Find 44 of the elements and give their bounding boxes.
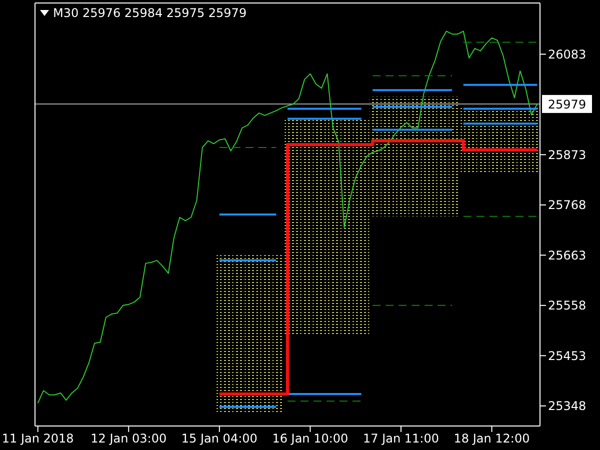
ref-line-label: 25979 xyxy=(548,97,586,112)
bar xyxy=(381,96,386,216)
bar xyxy=(438,96,443,216)
bar xyxy=(392,96,398,216)
bar xyxy=(398,96,404,216)
x-tick-label: 17 Jan 11:00 xyxy=(362,432,439,446)
bar xyxy=(432,96,438,216)
bar xyxy=(273,255,278,414)
x-tick-label: 12 Jan 03:00 xyxy=(90,432,167,446)
bar xyxy=(454,96,460,216)
bar xyxy=(375,96,381,216)
bar xyxy=(234,255,239,414)
x-tick-label: 11 Jan 2018 xyxy=(2,432,74,446)
y-tick-label: 25768 xyxy=(548,198,586,212)
bar xyxy=(244,255,250,414)
bar xyxy=(420,96,426,216)
line-series xyxy=(37,30,538,404)
bar xyxy=(444,96,449,216)
bar xyxy=(404,96,409,216)
bar xyxy=(222,255,228,414)
bar xyxy=(278,255,284,414)
x-tick-label: 16 Jan 10:00 xyxy=(272,432,348,446)
bar xyxy=(262,255,268,414)
bar xyxy=(386,96,392,216)
bar xyxy=(239,255,244,414)
bar xyxy=(426,96,432,216)
bar xyxy=(534,106,540,174)
y-tick-label: 25558 xyxy=(548,298,586,313)
y-tick-label: 25453 xyxy=(548,348,586,363)
bar xyxy=(449,96,454,216)
x-tick-label: 18 Jan 12:00 xyxy=(454,432,530,446)
bar xyxy=(370,96,375,216)
x-tick-label: 15 Jan 04:00 xyxy=(181,432,258,446)
bar xyxy=(216,255,222,414)
bar xyxy=(256,255,262,414)
bar xyxy=(228,255,234,414)
bar xyxy=(409,96,415,216)
bar xyxy=(250,255,256,414)
y-tick-label: 25873 xyxy=(548,148,586,162)
y-tick-label: 26083 xyxy=(548,47,586,62)
chart-title: M30 25976 25984 25975 25979 xyxy=(53,6,247,20)
bar xyxy=(268,255,273,414)
y-tick-label: 25663 xyxy=(548,248,586,262)
y-tick-label: 25348 xyxy=(548,399,586,414)
